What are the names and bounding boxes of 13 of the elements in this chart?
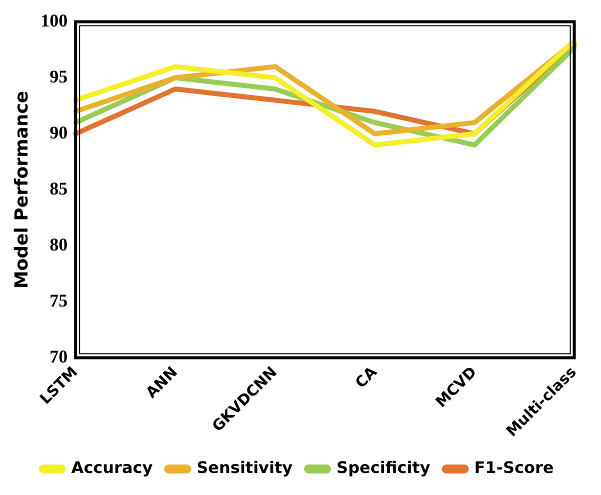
x-tick-label: CA [352,362,381,392]
legend-label: Accuracy [71,458,154,478]
legend-label: F1-Score [474,458,554,478]
y-tick-label: 70 [50,346,68,366]
legend-label: Specificity [336,458,431,478]
y-tick-label: 100 [40,10,68,30]
legend-label: Sensitivity [196,458,294,478]
y-tick-label: 75 [50,290,68,310]
y-tick-label: 85 [50,178,68,198]
y-axis-title: Model Performance [11,90,32,289]
y-tick-label: 80 [50,234,68,254]
y-tick-label: 90 [50,122,68,142]
y-tick-label: 95 [50,66,68,86]
